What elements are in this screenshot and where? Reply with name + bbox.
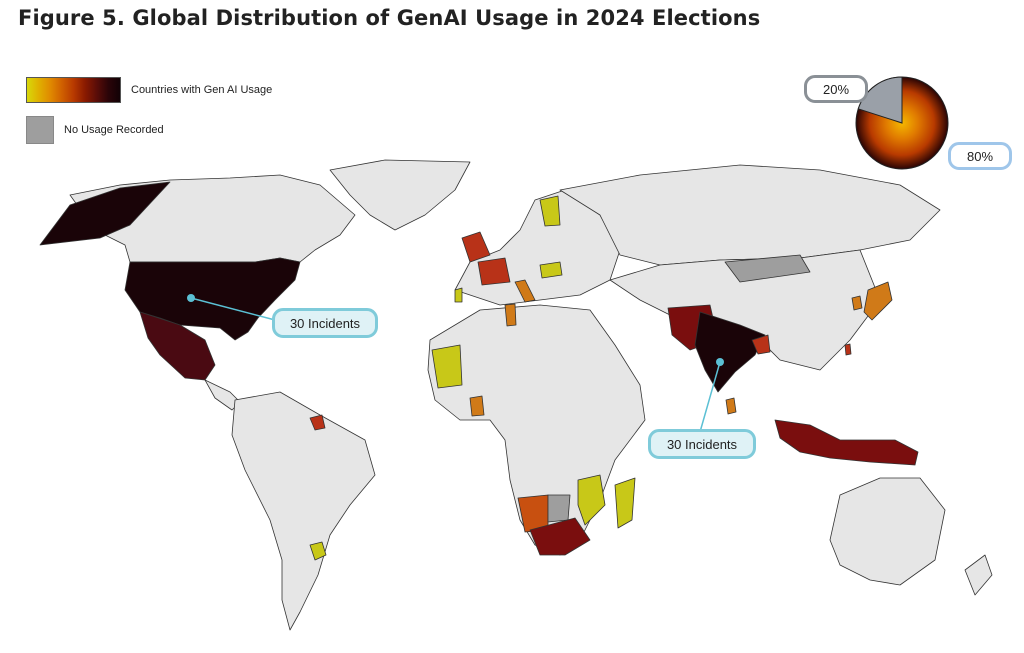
tunisia-shape: [504, 303, 517, 327]
callout-dot-india: [716, 358, 724, 366]
page-title: Figure 5. Global Distribution of GenAI U…: [18, 6, 761, 30]
botswana-shape: [547, 494, 571, 523]
italy-shape: [514, 279, 536, 303]
mauritania-shape: [431, 344, 463, 389]
uruguay-shape: [309, 541, 327, 561]
alaska-shape: [39, 181, 171, 246]
callout-dot-usa: [187, 294, 195, 302]
uk-shape: [461, 231, 491, 263]
callout-usa: 30 Incidents: [272, 308, 378, 338]
callout-line-india: [699, 361, 721, 433]
portugal-shape: [454, 287, 463, 303]
pie-slice-no-usage: [857, 76, 903, 124]
south-korea-shape: [851, 295, 863, 311]
mongolia-shape: [724, 254, 811, 283]
sri-lanka-shape: [725, 397, 737, 415]
japan-shape: [863, 281, 893, 321]
indonesia-shape: [774, 419, 919, 466]
callout-line-usa: [190, 297, 276, 321]
callout-india: 30 Incidents: [648, 429, 756, 459]
legend-gradient-swatch: [26, 77, 121, 103]
russia-shape: [559, 164, 941, 266]
greenland-shape: [329, 159, 471, 231]
pie-label-no-usage: 20%: [804, 75, 868, 103]
south-america-shape: [231, 391, 376, 631]
bangladesh-shape: [751, 334, 771, 355]
guyana-shape: [309, 414, 326, 431]
australia-shape: [829, 477, 946, 586]
taiwan-shape: [844, 343, 852, 356]
new-zealand-shape: [964, 554, 993, 596]
legend-usage: Countries with Gen AI Usage: [26, 77, 272, 103]
mozambique-shape: [577, 474, 606, 526]
legend-no-usage-label: No Usage Recorded: [64, 124, 164, 136]
india-shape: [694, 311, 766, 393]
usage-pie-chart: [855, 76, 949, 170]
legend-no-usage: No Usage Recorded: [26, 116, 164, 144]
ghana-shape: [469, 395, 485, 417]
south-africa-shape: [529, 517, 591, 556]
legend-gray-swatch: [26, 116, 54, 144]
legend-usage-label: Countries with Gen AI Usage: [131, 84, 273, 96]
madagascar-shape: [614, 477, 636, 529]
sweden-shape: [539, 195, 561, 227]
romania-shape: [539, 261, 563, 279]
france-shape: [477, 257, 511, 286]
pie-label-usage: 80%: [948, 142, 1012, 170]
